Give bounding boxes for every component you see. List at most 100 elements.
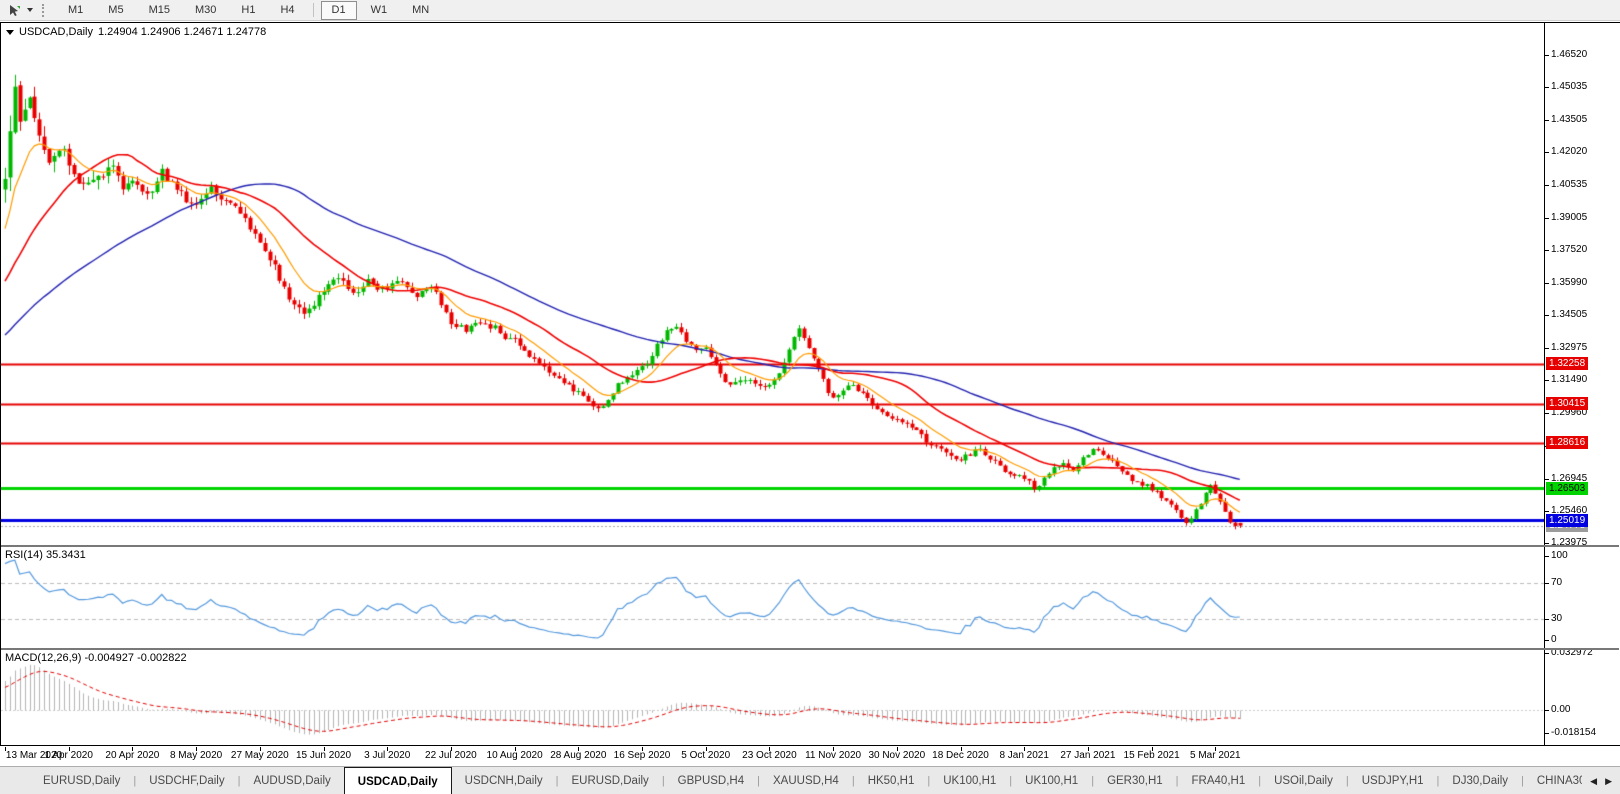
- tab-separator: |: [1175, 775, 1179, 787]
- price-axis[interactable]: 1.46520 1.45035 1.43505 1.42020 1.40535 1.390…: [1544, 23, 1620, 745]
- macd-indicator-label: MACD(12,26,9) -0.004927 -0.002822: [5, 652, 187, 664]
- date-label: 27 May 2020: [230, 750, 289, 761]
- symbol-tab-usdjpy-h1[interactable]: USDJPY,H1: [1361, 775, 1424, 787]
- timeframe-button-h1[interactable]: H1: [241, 3, 256, 16]
- tab-separator: |: [237, 775, 241, 787]
- symbol-tab-usoil-daily[interactable]: USOil,Daily: [1274, 775, 1333, 787]
- date-tick: [450, 747, 452, 751]
- level-price-label: 1.28616: [1546, 436, 1589, 450]
- date-label: 3 Jul 2020: [364, 750, 411, 761]
- date-tick: [578, 747, 580, 751]
- tab-scroll-right-icon[interactable]: ▶: [1605, 775, 1612, 786]
- symbol-tab-gbpusd-h4[interactable]: GBPUSD,H4: [677, 775, 745, 787]
- symbol-tab-eurusd-daily[interactable]: EURUSD,Daily: [571, 775, 649, 787]
- timeframe-button-w1[interactable]: W1: [370, 3, 388, 16]
- rsi-axis-tick: 30: [1544, 613, 1563, 624]
- tab-separator: |: [927, 775, 931, 787]
- timeframe-button-d1[interactable]: D1: [320, 0, 357, 20]
- date-tick: [1024, 747, 1026, 751]
- top-toolbar: M1 M5 M15 M30 H1 H4 D1 W1 MN: [0, 0, 1620, 21]
- date-axis[interactable]: 13 Mar 2020 1 Apr 2020 20 Apr 2020 8 May 20…: [0, 747, 1620, 765]
- timeframe-button-mn[interactable]: MN: [412, 3, 430, 16]
- price-axis-tick: 1.32975: [1544, 342, 1588, 354]
- date-tick: [642, 747, 643, 751]
- symbol-tab-usdcnh-daily[interactable]: USDCNH,Daily: [464, 775, 543, 787]
- tab-separator: |: [555, 775, 559, 787]
- symbol-tab-ger30-h1[interactable]: GER30,H1: [1107, 775, 1163, 787]
- panel-divider[interactable]: [1, 648, 1619, 650]
- symbol-tab-uk100-h1[interactable]: UK100,H1: [1025, 775, 1079, 787]
- symbol-tab-dj30-daily[interactable]: DJ30,Daily: [1452, 775, 1508, 787]
- date-label: 27 Jan 2021: [1060, 750, 1116, 761]
- date-label: 18 Dec 2020: [932, 750, 989, 761]
- price-axis-tick: 1.37520: [1544, 243, 1588, 255]
- symbol-tab-usdchf-daily[interactable]: USDCHF,Daily: [149, 775, 225, 787]
- timeframe-button-m15[interactable]: M15: [148, 3, 170, 16]
- price-axis-tick: 1.39005: [1544, 211, 1588, 223]
- rsi-panel-canvas[interactable]: [1, 547, 1544, 648]
- tab-separator: |: [661, 775, 665, 787]
- macd-axis-tick: 0.032972: [1545, 647, 1593, 658]
- toolbar-grip-handle: [42, 3, 48, 17]
- date-tick: [1151, 747, 1153, 751]
- level-price-label: 1.30415: [1546, 397, 1589, 411]
- symbol-tab-usdcad-daily[interactable]: USDCAD,Daily: [343, 767, 452, 794]
- date-tick: [960, 747, 962, 751]
- symbol-tab-xauusd-h4[interactable]: XAUUSD,H4: [773, 775, 839, 787]
- level-price-label: 1.32258: [1546, 357, 1589, 371]
- date-tick: [896, 747, 898, 751]
- price-axis-tick: 1.43505: [1544, 114, 1588, 126]
- date-tick: [259, 747, 261, 751]
- timeframe-button-m5[interactable]: M5: [108, 3, 124, 16]
- date-label: 13 Mar 2020: [5, 750, 63, 761]
- tab-separator: |: [133, 775, 137, 787]
- timeframe-button-m30[interactable]: M30: [194, 3, 217, 16]
- symbol-tab-uk100-h1[interactable]: UK100,H1: [943, 775, 997, 787]
- date-label: 15 Jun 2020: [295, 750, 352, 761]
- macd-axis-tick: 0.00: [1544, 704, 1571, 716]
- chart-title-caret-icon[interactable]: [6, 29, 14, 35]
- macd-panel-canvas[interactable]: [1, 650, 1544, 745]
- chart-symbol-label: USDCAD,Daily: [19, 26, 93, 38]
- level-price-label: 1.26503: [1546, 481, 1589, 495]
- tab-separator: |: [851, 775, 855, 787]
- symbol-tab-bar: EURUSD,Daily | USDCHF,Daily | AUDUSD,Daily US…: [0, 766, 1620, 794]
- date-label: 20 Apr 2020: [105, 750, 160, 761]
- timeframe-button-m1[interactable]: M1: [68, 3, 84, 16]
- tab-separator: |: [757, 775, 760, 787]
- symbol-tab-china300-h1[interactable]: CHINA300,H1: [1536, 775, 1582, 787]
- symbol-tab-hk50-h1[interactable]: HK50,H1: [867, 775, 915, 787]
- price-chart-canvas[interactable]: [1, 23, 1544, 545]
- date-label: 5 Oct 2020: [681, 750, 731, 761]
- panel-divider[interactable]: [1, 545, 1619, 547]
- cursor-tool-button[interactable]: [5, 3, 24, 18]
- date-tick: [769, 747, 771, 751]
- price-axis-tick: 1.29960: [1544, 407, 1588, 419]
- price-axis-tick: 1.40535: [1544, 178, 1588, 190]
- price-axis-tick: 1.35990: [1544, 276, 1588, 288]
- level-price-label: 1.25019: [1546, 513, 1589, 527]
- timeframe-button-h4[interactable]: H4: [280, 3, 295, 16]
- price-axis-tick: 1.46520: [1544, 49, 1588, 60]
- dropdown-caret-icon[interactable]: [27, 8, 33, 12]
- tab-scroll-left-icon[interactable]: ◀: [1590, 775, 1598, 786]
- symbol-tab-eurusd-daily[interactable]: EURUSD,Daily: [43, 775, 121, 787]
- rsi-axis-tick: 70: [1544, 577, 1563, 588]
- date-label: 22 Jul 2020: [425, 750, 477, 761]
- price-axis-tick: 1.31490: [1544, 374, 1588, 386]
- date-tick: [323, 747, 325, 751]
- tab-separator: |: [1345, 775, 1349, 787]
- date-tick: [5, 747, 6, 751]
- date-label: 15 Feb 2021: [1123, 750, 1180, 761]
- date-label: 16 Sep 2020: [613, 750, 671, 761]
- symbol-tab-audusd-daily[interactable]: AUDUSD,Daily: [253, 775, 331, 787]
- price-axis-tick: 1.42020: [1544, 146, 1588, 158]
- date-tick: [1215, 747, 1217, 751]
- price-axis-tick: 1.23975: [1544, 537, 1588, 548]
- date-tick: [196, 747, 198, 751]
- date-tick: [1087, 747, 1089, 751]
- symbol-tab-fra40-h1[interactable]: FRA40,H1: [1191, 775, 1246, 787]
- cursor-icon: [10, 4, 20, 16]
- tab-separator: |: [1521, 775, 1524, 787]
- price-axis-tick: 1.26945: [1544, 472, 1588, 484]
